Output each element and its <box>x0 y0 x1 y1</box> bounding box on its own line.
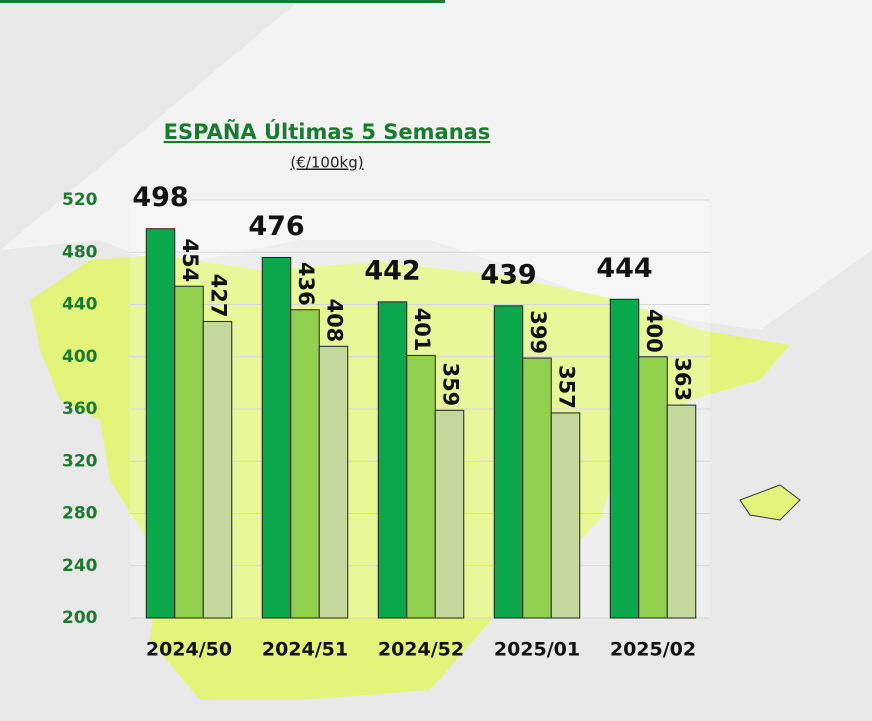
y-tick-label: 520 <box>62 190 98 210</box>
bar <box>666 404 697 619</box>
bar <box>406 354 436 619</box>
bar <box>638 356 668 619</box>
bar <box>522 357 552 619</box>
bar <box>609 298 640 619</box>
bar <box>550 412 581 619</box>
data-label: 401 <box>410 308 434 352</box>
x-tick-label: 2024/50 <box>146 639 232 661</box>
data-label: 359 <box>439 362 463 406</box>
y-tick-label: 400 <box>62 347 98 367</box>
bar <box>261 256 292 619</box>
bar <box>290 309 320 619</box>
y-tick-label: 440 <box>62 295 98 315</box>
bar <box>493 305 524 619</box>
data-label: 454 <box>178 238 202 282</box>
data-label: 399 <box>526 310 550 354</box>
x-tick-label: 2025/02 <box>610 639 696 661</box>
sea-area <box>0 0 872 330</box>
data-label: 408 <box>323 298 347 342</box>
data-label: 363 <box>671 357 695 401</box>
bar <box>318 345 349 619</box>
y-tick-label: 320 <box>62 451 98 471</box>
y-tick-label: 360 <box>62 399 98 419</box>
y-tick-label: 480 <box>62 242 98 262</box>
x-tick-label: 2025/01 <box>494 639 580 661</box>
island <box>739 484 801 521</box>
chart-subtitle: (€/100kg) <box>290 154 363 172</box>
data-label: 476 <box>248 211 304 242</box>
data-label: 427 <box>207 274 231 318</box>
x-tick-label: 2024/52 <box>378 639 464 661</box>
bar <box>434 409 465 619</box>
data-label: 400 <box>642 309 666 353</box>
bar <box>145 228 176 619</box>
y-tick-label: 280 <box>62 504 98 524</box>
data-label: 442 <box>364 255 420 286</box>
y-tick-label: 200 <box>62 608 98 628</box>
bar <box>377 301 408 619</box>
data-label: 436 <box>294 262 318 306</box>
bar <box>202 320 233 619</box>
bar <box>174 285 204 619</box>
data-label: 439 <box>480 259 536 290</box>
data-label: 357 <box>555 365 579 409</box>
chart-title: ESPAÑA Últimas 5 Semanas <box>164 119 491 144</box>
y-tick-label: 240 <box>62 556 98 576</box>
top-rule <box>0 0 445 3</box>
data-label: 498 <box>132 182 188 213</box>
data-label: 444 <box>596 253 652 284</box>
x-tick-label: 2024/51 <box>262 639 348 661</box>
